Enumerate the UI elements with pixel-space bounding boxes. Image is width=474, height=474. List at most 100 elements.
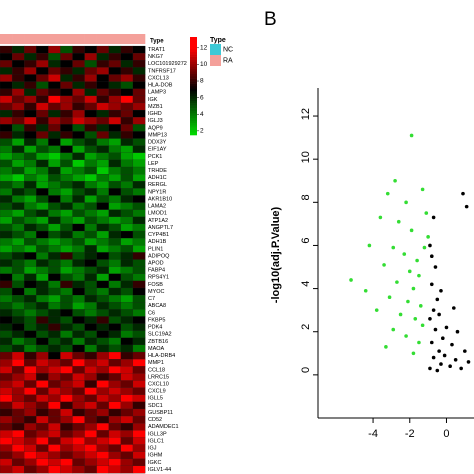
- heatmap-cell: [48, 216, 61, 225]
- y-tick-label: 4: [300, 281, 312, 287]
- row-label: FABP4: [148, 268, 165, 274]
- heatmap-cell: [48, 202, 61, 211]
- heatmap-cell: [84, 181, 98, 189]
- heatmap-cell: [24, 458, 37, 467]
- colorbar-segment: [190, 68, 197, 72]
- colorbar-tick-label: 10: [200, 61, 208, 68]
- heatmap-cell: [24, 145, 37, 154]
- heatmap-cell: [36, 223, 49, 232]
- heatmap-cell: [36, 145, 49, 154]
- heatmap-cell: [72, 408, 85, 417]
- heatmap-cell: [108, 330, 122, 339]
- point: [387, 295, 392, 300]
- heatmap-cell: [108, 394, 122, 403]
- heatmap-cell: [72, 245, 85, 253]
- heatmap-cell: [36, 316, 49, 324]
- heatmap-cell: [108, 323, 122, 332]
- heatmap-cell: [108, 188, 122, 196]
- heatmap-cell: [11, 366, 25, 374]
- heatmap-cell: [11, 465, 25, 474]
- heatmap-cell: [84, 152, 98, 161]
- point: [429, 254, 434, 259]
- heatmap-cell: [72, 373, 85, 381]
- heatmap-cell: [84, 451, 98, 460]
- heatmap-cell: [84, 366, 98, 374]
- heatmap-cell: [84, 373, 98, 381]
- row-label: ABCA8: [148, 303, 166, 309]
- colorbar-segment: [190, 122, 197, 126]
- heatmap-cell: [60, 451, 73, 460]
- heatmap-cell: [36, 309, 49, 317]
- heatmap-cell: [48, 245, 61, 253]
- heatmap-cell: [108, 351, 122, 360]
- point: [411, 286, 416, 291]
- heatmap-cell: [0, 465, 13, 474]
- heatmap-cell: [36, 415, 49, 424]
- heatmap-cell: [108, 465, 122, 474]
- heatmap-cell: [132, 102, 146, 111]
- heatmap-cell: [96, 109, 110, 118]
- heatmap-cell: [120, 366, 134, 374]
- heatmap-cell: [36, 444, 49, 453]
- heatmap-cell: [72, 102, 85, 111]
- y-tick-label: 2: [300, 324, 312, 330]
- heatmap-cell: [0, 209, 13, 218]
- heatmap-cell: [72, 323, 85, 332]
- point: [448, 364, 452, 369]
- heatmap-cell: [48, 152, 61, 161]
- heatmap-cell: [0, 81, 13, 90]
- heatmap-cell: [11, 109, 25, 118]
- heatmap-cell: [108, 174, 122, 182]
- heatmap-cell: [72, 287, 85, 296]
- heatmap-cell: [96, 181, 110, 189]
- legend-swatch: [210, 44, 221, 55]
- heatmap-cell: [96, 273, 110, 282]
- heatmap-cell: [0, 60, 13, 68]
- heatmap-cell: [96, 245, 110, 253]
- heatmap-cell: [72, 273, 85, 282]
- heatmap-cell: [84, 408, 98, 417]
- heatmap-cell: [120, 330, 134, 339]
- heatmap-cell: [60, 81, 73, 90]
- heatmap-cell: [0, 380, 13, 389]
- heatmap-cell: [132, 316, 146, 324]
- heatmap-cell: [24, 415, 37, 424]
- heatmap-cell: [108, 366, 122, 374]
- colorbar-segment: [190, 71, 197, 75]
- row-label: IGLJ3: [148, 118, 163, 124]
- heatmap-cell: [84, 259, 98, 268]
- heatmap-cell: [108, 344, 122, 353]
- heatmap-cell: [72, 209, 85, 218]
- heatmap-cell: [60, 337, 73, 346]
- heatmap-cell: [120, 394, 134, 403]
- heatmap-cell: [132, 238, 146, 246]
- heatmap-cell: [36, 465, 49, 474]
- heatmap-cell: [84, 401, 98, 410]
- heatmap-cell: [36, 366, 49, 374]
- colorbar-tick-label: 6: [200, 94, 204, 101]
- heatmap-cell: [120, 458, 134, 467]
- heatmap-cell: [24, 351, 37, 360]
- heatmap-cell: [84, 202, 98, 211]
- heatmap-cell: [48, 451, 61, 460]
- heatmap-cell: [72, 280, 85, 289]
- heatmap-cell: [132, 223, 146, 232]
- heatmap-cell: [60, 145, 73, 154]
- heatmap-cell: [72, 451, 85, 460]
- heatmap-cell: [72, 423, 85, 431]
- heatmap-cell: [36, 337, 49, 346]
- heatmap-cell: [84, 188, 98, 196]
- heatmap-cell: [0, 330, 13, 339]
- heatmap-cell: [96, 366, 110, 374]
- heatmap-cell: [84, 95, 98, 104]
- row-label: TRAT1: [148, 47, 165, 53]
- heatmap-cell: [60, 159, 73, 168]
- point: [404, 200, 408, 205]
- heatmap-cell: [84, 131, 98, 139]
- row-label: RPS4Y1: [148, 275, 169, 281]
- heatmap-cell: [11, 437, 25, 445]
- heatmap-cell: [48, 437, 61, 445]
- heatmap-cell: [11, 245, 25, 253]
- heatmap-cell: [48, 302, 61, 310]
- heatmap-cell: [11, 451, 25, 460]
